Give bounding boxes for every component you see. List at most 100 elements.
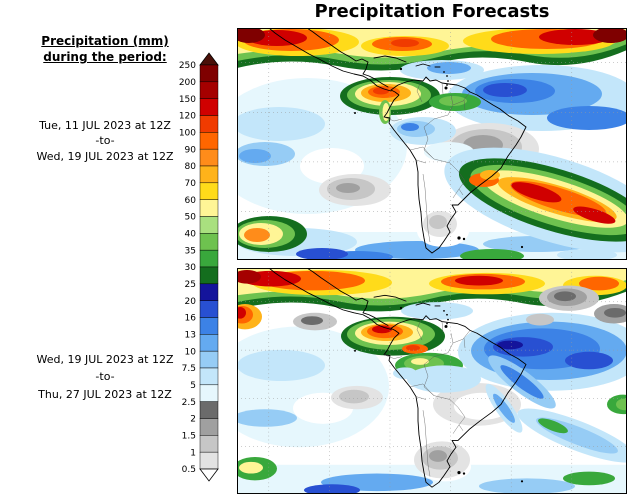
- period-1-start-date: Tue, 11 JUL 2023 at 12Z: [39, 118, 171, 132]
- colorbar-arrow-bottom: [199, 468, 219, 482]
- colorbar-tick-label: 7.5: [182, 364, 196, 374]
- precip-contour: [563, 471, 615, 486]
- precip-contour: [480, 170, 500, 180]
- colorbar-segment: [199, 115, 219, 133]
- precip-contour: [547, 106, 627, 130]
- colorbar-segment: [199, 199, 219, 217]
- colorbar-tick-label: 90: [185, 145, 197, 155]
- precip-contour: [439, 96, 467, 106]
- colorbar-segment: [199, 233, 219, 251]
- colorbar-segment: [199, 451, 219, 470]
- precip-contour: [460, 249, 524, 260]
- precip-contour: [579, 276, 619, 291]
- page-title: Precipitation Forecasts: [314, 1, 550, 22]
- precip-contour: [565, 351, 613, 370]
- colorbar: 2502001501201009080706050403530252016131…: [179, 52, 219, 482]
- precip-contour: [237, 409, 297, 427]
- precip-contour: [554, 291, 576, 302]
- colorbar-segment: [199, 266, 219, 285]
- precip-contour: [538, 418, 568, 434]
- precip-contour: [237, 306, 246, 319]
- precip-contour: [526, 313, 554, 326]
- precip-contour: [301, 316, 323, 325]
- precip-contour: [407, 365, 481, 393]
- precip-contour: [237, 269, 261, 284]
- period-2-start-date: Wed, 19 JUL 2023 at 12Z: [36, 352, 174, 366]
- precip-contour: [427, 62, 471, 74]
- precip-contour: [497, 340, 523, 350]
- precip-contour: [573, 206, 616, 224]
- colorbar-segment: [199, 165, 219, 184]
- precip-contour: [539, 29, 611, 45]
- precip-contour: [373, 87, 389, 95]
- colorbar-tick-label: 20: [185, 297, 197, 307]
- period-2-end-date: Thu, 27 JUL 2023 at 12Z: [38, 387, 172, 401]
- colorbar-segment: [199, 81, 219, 99]
- period-1-separator: -to-: [95, 134, 115, 147]
- colorbar-segment: [199, 401, 219, 419]
- precip-contour: [237, 107, 325, 141]
- colorbar-tick-label: 120: [179, 112, 196, 122]
- colorbar-segment: [199, 435, 219, 453]
- colorbar-tick-label: 13: [185, 331, 196, 341]
- forecast-maps: [237, 28, 627, 494]
- precip-contour: [511, 182, 562, 203]
- caption-line1: Precipitation (mm): [41, 34, 169, 48]
- colorbar-tick-label: 40: [185, 230, 197, 240]
- colorbar-segment: [199, 249, 219, 268]
- colorbar-segment: [199, 300, 219, 318]
- colorbar-segment: [199, 317, 219, 335]
- colorbar-tick-label: 1: [190, 448, 196, 458]
- colorbar-segment: [199, 216, 219, 234]
- colorbar-tick-label: 80: [185, 162, 197, 172]
- colorbar-segment: [199, 283, 219, 301]
- colorbar-caption: Precipitation (mm) during the period:: [2, 33, 208, 65]
- colorbar-tick-label: 200: [179, 78, 196, 88]
- precip-contour: [455, 275, 503, 286]
- precip-contour: [237, 28, 265, 43]
- colorbar-segment: [199, 367, 219, 386]
- colorbar-segment: [199, 384, 219, 402]
- colorbar-arrow-top: [199, 52, 219, 66]
- precip-contour: [401, 123, 419, 131]
- precip-contour: [239, 149, 271, 163]
- precip-contour: [336, 183, 360, 193]
- colorbar-tick-label: 1.5: [182, 432, 196, 442]
- period-1-label: Tue, 11 JUL 2023 at 12Z -to- Wed, 19 JUL…: [2, 116, 208, 165]
- map-border: [237, 28, 627, 260]
- colorbar-tick-label: 10: [185, 347, 197, 357]
- colorbar-tick-label: 150: [179, 95, 196, 105]
- precip-contour: [604, 307, 626, 318]
- colorbar-segment: [199, 334, 219, 352]
- period-2-separator: -to-: [95, 370, 115, 383]
- precip-contour: [339, 389, 369, 404]
- colorbar-tick-label: 100: [179, 129, 196, 139]
- precip-contour: [244, 228, 270, 242]
- precip-contour: [393, 367, 417, 380]
- precip-contour: [483, 83, 527, 97]
- colorbar-tick-label: 30: [185, 263, 197, 273]
- colorbar-segment: [199, 350, 219, 369]
- colorbar-tick-label: 2: [190, 415, 196, 425]
- precip-contour: [239, 461, 263, 474]
- precip-contour: [616, 398, 627, 411]
- colorbar-tick-label: 16: [185, 314, 197, 324]
- precip-contour: [406, 344, 420, 351]
- colorbar-segment: [199, 132, 219, 150]
- colorbar-tick-label: 2.5: [182, 398, 196, 408]
- precipitation-shading-period-2: [237, 268, 627, 494]
- colorbar-tick-label: 250: [179, 61, 196, 71]
- precip-contour: [493, 393, 515, 423]
- colorbar-tick-label: 0.5: [182, 465, 196, 475]
- colorbar-segment: [199, 418, 219, 436]
- precip-map-period-1: [237, 28, 627, 260]
- colorbar-segment: [199, 148, 219, 167]
- colorbar-segment: [199, 182, 219, 200]
- period-1-end-date: Wed, 19 JUL 2023 at 12Z: [36, 149, 174, 163]
- precip-contour: [401, 302, 473, 320]
- colorbar-tick-label: 25: [185, 280, 196, 290]
- caption-line2: during the period:: [43, 50, 167, 64]
- precip-contour: [382, 103, 390, 121]
- precip-contour: [411, 358, 429, 365]
- precip-contour: [296, 248, 348, 260]
